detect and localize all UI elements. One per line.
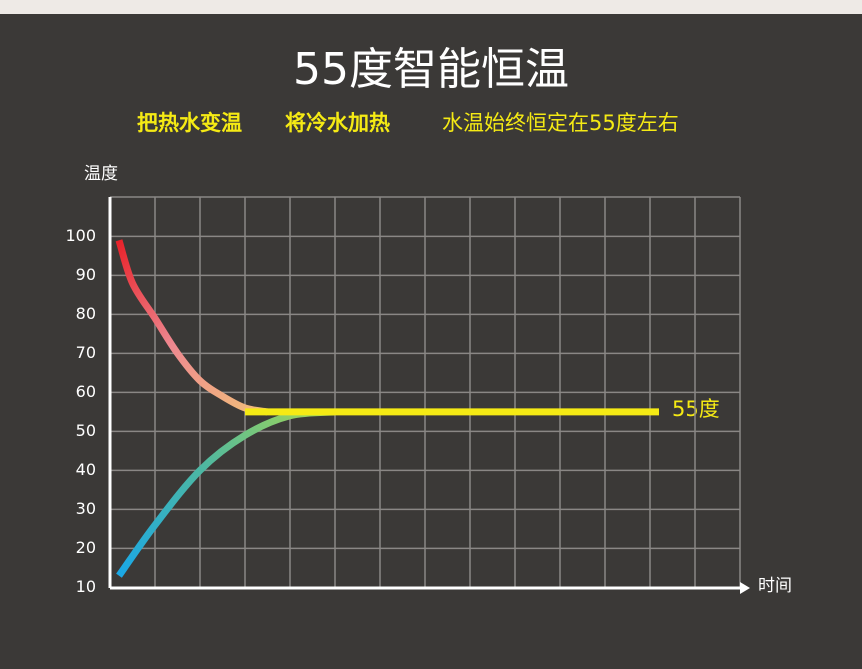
- y-axis-label: 温度: [84, 164, 118, 184]
- subtitle: 把热水变温: [137, 111, 242, 135]
- y-tick-label: 20: [76, 538, 96, 557]
- y-tick-label: 100: [65, 226, 96, 245]
- x-axis-arrow: [740, 582, 750, 594]
- annotation: 55度: [672, 397, 720, 421]
- x-axis-label: 时间: [758, 576, 792, 596]
- y-tick-label: 60: [76, 382, 96, 401]
- series-line: [115, 239, 269, 416]
- subtitle: 将冷水加热: [285, 111, 390, 135]
- y-tick-label: 80: [76, 304, 96, 323]
- subtitle: 水温始终恒定在55度左右: [442, 111, 679, 135]
- background: [0, 14, 862, 665]
- top-strip: [0, 0, 862, 14]
- y-tick-label: 40: [76, 460, 96, 479]
- chart-title: 55度智能恒温: [293, 44, 569, 95]
- y-tick-label: 90: [76, 265, 96, 284]
- y-tick-label: 50: [76, 421, 96, 440]
- y-tick-label: 30: [76, 499, 96, 518]
- y-tick-label: 10: [76, 577, 96, 596]
- y-tick-label: 70: [76, 343, 96, 362]
